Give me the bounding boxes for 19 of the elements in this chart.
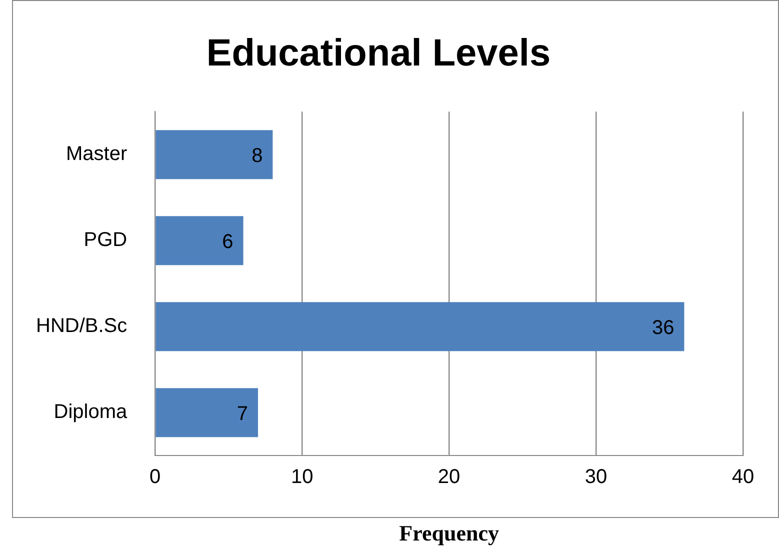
- y-tick-label: HND/B.Sc: [36, 315, 128, 338]
- data-label: 36: [652, 317, 674, 340]
- bar: [156, 302, 684, 352]
- bar: [156, 216, 244, 266]
- chart-title: Educational Levels: [206, 32, 551, 74]
- bar: [156, 130, 273, 180]
- y-tick-label: Diploma: [54, 401, 128, 424]
- bar: [156, 388, 258, 438]
- y-tick-label: PGD: [84, 229, 128, 252]
- data-label: 8: [252, 145, 263, 168]
- y-tick-label: Master: [66, 143, 128, 166]
- x-axis-title: Frequency: [399, 520, 499, 546]
- x-tick-label: 0: [150, 466, 161, 488]
- x-tick-label: 20: [438, 466, 460, 488]
- x-tick-label: 10: [290, 466, 314, 488]
- data-label: 6: [222, 231, 234, 254]
- data-label: 7: [236, 403, 248, 426]
- x-tick-label: 40: [732, 466, 754, 488]
- x-tick-label: 30: [584, 466, 608, 488]
